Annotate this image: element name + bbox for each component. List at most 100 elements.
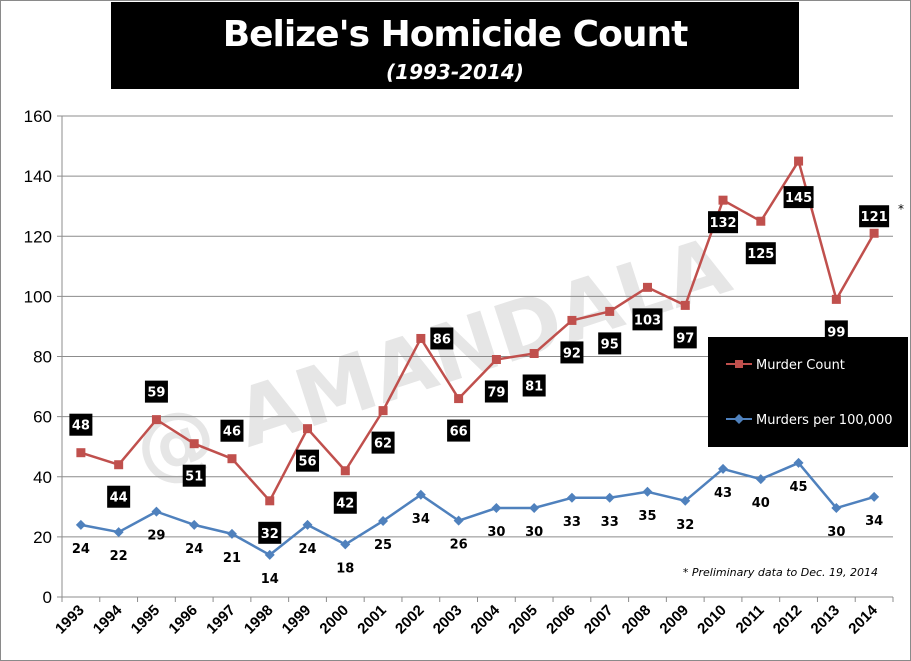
murder-count-point bbox=[265, 496, 275, 506]
murder-count-label-box bbox=[484, 380, 508, 403]
murders-per-100k-point bbox=[793, 457, 804, 468]
x-tick-label: 1993 bbox=[52, 602, 88, 638]
murders-per-100k-data-label: 14 bbox=[261, 572, 279, 587]
x-tick-label: 1996 bbox=[165, 602, 201, 638]
murder-count-point bbox=[831, 294, 841, 304]
series-line-murders-per-100k bbox=[80, 461, 875, 557]
murder-count-label-box bbox=[598, 332, 622, 355]
murders-per-100k-point bbox=[226, 528, 237, 539]
y-tick-label: 140 bbox=[24, 167, 52, 186]
murder-count-point bbox=[605, 306, 615, 316]
murders-per-100k-data-label: 45 bbox=[790, 480, 808, 495]
legend-label-murders-per-100k: Murders per 100,000 bbox=[756, 413, 893, 428]
murders-per-100k-point bbox=[340, 539, 351, 550]
murder-count-label-box bbox=[430, 327, 454, 350]
murder-count-data-label: 32 bbox=[261, 527, 279, 542]
murders-per-100k-data-label: 35 bbox=[638, 509, 656, 524]
murder-count-point bbox=[303, 424, 313, 434]
murder-count-label-box bbox=[220, 419, 244, 442]
murders-per-100k-data-label: 32 bbox=[676, 518, 694, 533]
series-line-murder-count bbox=[80, 159, 876, 503]
murders-per-100k-point bbox=[302, 519, 313, 530]
y-tick-label: 60 bbox=[33, 408, 52, 427]
murder-count-label-box bbox=[522, 374, 546, 397]
murders-per-100k-point bbox=[113, 527, 124, 538]
y-tick-label: 20 bbox=[33, 528, 52, 547]
murder-count-point bbox=[340, 466, 350, 476]
murder-count-point bbox=[189, 439, 199, 449]
x-tick-label: 1994 bbox=[90, 601, 126, 637]
x-tick-label: 1997 bbox=[203, 602, 239, 638]
murder-count-label-box bbox=[182, 464, 206, 487]
murders-per-100k-data-label: 30 bbox=[827, 525, 845, 540]
murders-per-100k-data-label: 43 bbox=[714, 486, 732, 501]
x-tick-label: 2003 bbox=[430, 602, 466, 638]
murder-count-label-box bbox=[144, 380, 168, 403]
murders-per-100k-data-label: 30 bbox=[487, 525, 505, 540]
murder-count-data-label: 56 bbox=[298, 455, 316, 470]
murders-per-100k-data-label: 33 bbox=[601, 515, 619, 530]
murder-count-point bbox=[491, 355, 501, 365]
y-tick-label: 0 bbox=[43, 588, 52, 607]
murders-per-100k-point bbox=[831, 503, 842, 514]
y-tick-label: 120 bbox=[24, 227, 52, 246]
murders-per-100k-data-label: 34 bbox=[412, 512, 430, 527]
murder-count-data-label: 48 bbox=[72, 419, 90, 434]
murders-per-100k-point bbox=[151, 506, 162, 517]
murder-count-point bbox=[680, 300, 690, 310]
murder-count-label-box bbox=[371, 431, 395, 454]
murders-per-100k-point bbox=[453, 515, 464, 526]
x-tick-label: 2002 bbox=[392, 602, 428, 638]
murder-count-point bbox=[869, 228, 879, 238]
murder-count-data-label: 62 bbox=[374, 437, 392, 452]
footnote: * Preliminary data to Dec. 19, 2014 bbox=[683, 566, 878, 579]
y-tick-label: 40 bbox=[33, 468, 52, 487]
x-tick-label: 2000 bbox=[317, 602, 353, 638]
murder-count-label-box bbox=[859, 205, 890, 228]
murder-count-data-label: 66 bbox=[450, 425, 468, 440]
murder-count-label-box bbox=[632, 308, 663, 331]
murder-count-point bbox=[756, 216, 766, 226]
murders-per-100k-point bbox=[566, 492, 577, 503]
y-tick-label: 100 bbox=[24, 287, 52, 306]
murder-count-label-box bbox=[824, 320, 848, 343]
murder-count-data-label: 97 bbox=[676, 331, 694, 346]
murder-count-data-label: 42 bbox=[336, 497, 354, 512]
x-tick-label: 2007 bbox=[581, 602, 617, 638]
murder-count-point bbox=[378, 406, 388, 416]
murder-count-data-label: 44 bbox=[110, 491, 128, 506]
murder-count-point bbox=[529, 348, 539, 358]
murder-count-point bbox=[794, 156, 804, 166]
murder-count-label-box bbox=[745, 242, 776, 265]
x-tick-label: 2006 bbox=[543, 602, 579, 638]
murder-count-label-box bbox=[69, 413, 93, 436]
murders-per-100k-point bbox=[680, 495, 691, 506]
murder-count-data-label: 121 bbox=[861, 210, 888, 225]
murders-per-100k-data-label: 40 bbox=[752, 496, 770, 511]
murder-count-label-box bbox=[296, 449, 320, 472]
murder-count-point bbox=[76, 448, 86, 458]
murder-count-label-box bbox=[673, 326, 697, 349]
y-tick-label: 160 bbox=[24, 107, 52, 126]
murders-per-100k-data-label: 21 bbox=[223, 551, 241, 566]
murder-count-data-label: 145 bbox=[785, 191, 812, 206]
murders-per-100k-point bbox=[75, 519, 86, 530]
murders-per-100k-data-label: 22 bbox=[110, 549, 128, 564]
murder-count-label-box bbox=[708, 211, 739, 234]
murders-per-100k-point bbox=[529, 503, 540, 514]
legend-marker-murder-count bbox=[735, 360, 743, 368]
legend-box bbox=[708, 337, 908, 447]
x-tick-label: 2004 bbox=[468, 601, 504, 637]
x-tick-label: 2009 bbox=[656, 602, 692, 638]
legend: Murder Count Murders per 100,000 bbox=[708, 337, 908, 447]
murder-count-data-label: 81 bbox=[525, 379, 543, 394]
x-tick-label: 1995 bbox=[128, 602, 164, 638]
murder-count-point bbox=[416, 333, 426, 343]
chart-title: Belize's Homicide Count bbox=[222, 14, 689, 55]
murder-count-label-box bbox=[783, 186, 814, 209]
murder-count-label-box bbox=[333, 491, 357, 514]
murders-per-100k-point bbox=[491, 503, 502, 514]
murder-count-point bbox=[567, 315, 577, 325]
murders-per-100k-data-label: 24 bbox=[298, 542, 316, 557]
